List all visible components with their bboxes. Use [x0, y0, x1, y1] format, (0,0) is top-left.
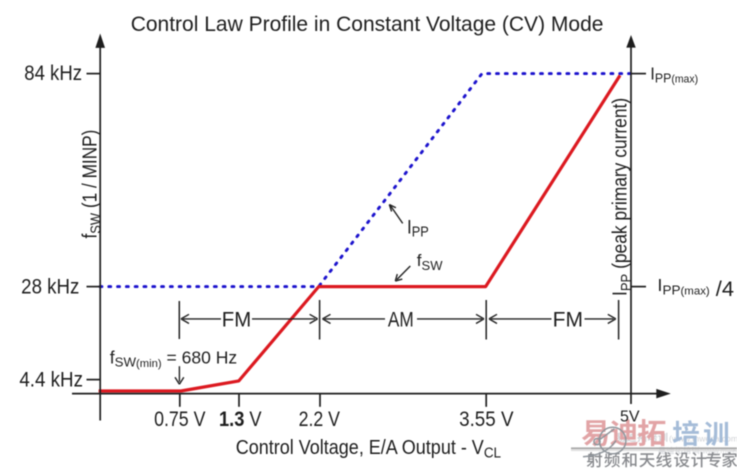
svg-text:3.55 V: 3.55 V: [459, 408, 514, 431]
svg-text:2.2 V: 2.2 V: [299, 408, 340, 432]
svg-text:0.75 V: 0.75 V: [154, 408, 205, 432]
svg-text:28 kHz: 28 kHz: [21, 275, 79, 298]
svg-text:Control Law Profile in Constan: Control Law Profile in Constant Voltage …: [131, 13, 604, 36]
svg-text:5V: 5V: [620, 409, 640, 426]
svg-text:(www.mweda.com): (www.mweda.com): [669, 434, 737, 444]
svg-text:Control Voltage, E/A Output -: Control Voltage, E/A Output - VCL: [236, 437, 501, 462]
svg-text:IPP (peak primary current): IPP (peak primary current): [608, 98, 634, 296]
svg-text:AM: AM: [388, 309, 414, 332]
svg-text:1.3 V: 1.3 V: [219, 408, 262, 431]
svg-text:FM: FM: [553, 308, 583, 331]
svg-text:FM: FM: [222, 308, 251, 331]
svg-text:84 kHz: 84 kHz: [24, 62, 82, 85]
svg-text:4.4 kHz: 4.4 kHz: [19, 368, 83, 391]
